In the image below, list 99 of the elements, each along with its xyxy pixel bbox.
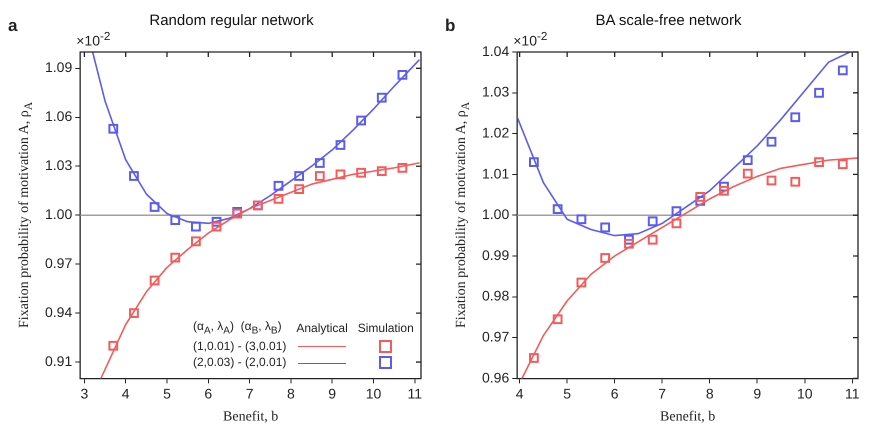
annotation: Simulation: [356, 320, 415, 338]
y-tick-label: 0.97: [482, 328, 510, 344]
point: [376, 166, 387, 176]
point: [356, 168, 366, 178]
text: ×10$^{-2}$: [76, 30, 110, 49]
x-tick-label: 7: [658, 386, 666, 402]
point: [790, 112, 800, 122]
point: [742, 155, 753, 166]
point: [672, 218, 682, 228]
point: [191, 222, 201, 232]
x-tick-label: 10: [366, 386, 382, 402]
point: [766, 136, 776, 147]
y-tick-label: 0.94: [45, 304, 72, 320]
x-tick-label: 8: [286, 386, 295, 402]
point: [648, 216, 658, 226]
y-tick-label: 1.06: [45, 108, 72, 124]
legend-label: (2,0.03) - (2,0.01): [192, 354, 288, 370]
text: ×10$^{-2}$: [513, 30, 548, 49]
point: [314, 171, 325, 181]
y-tick-label: 1.03: [482, 84, 510, 100]
point: [336, 170, 346, 180]
point: [398, 162, 408, 173]
text: (α$_{A}$, λ$_{A}$) (α$_{B}$, λ$_{B}$): [193, 319, 282, 337]
text: a: [8, 16, 18, 36]
x-axis-title: Benefit, b: [223, 409, 278, 424]
point: [314, 158, 325, 168]
chart-title: BA scale-free network: [596, 12, 742, 30]
y-tick-label: 0.99: [482, 246, 510, 263]
x-tick-label: 4: [122, 386, 130, 402]
point: [624, 234, 634, 245]
x-tick-label: 11: [408, 386, 422, 402]
point: [600, 222, 610, 232]
y-tick-label: 0.96: [482, 369, 510, 386]
point: [624, 238, 634, 249]
x-tick-label: 11: [845, 386, 860, 402]
point: [294, 171, 304, 181]
point: [170, 252, 180, 263]
point: [274, 194, 284, 204]
point: [552, 314, 563, 324]
point: [274, 180, 284, 191]
x-tick-label: 5: [163, 386, 172, 402]
point: [528, 157, 539, 168]
point: [672, 206, 682, 216]
x-tick-label: 7: [246, 386, 254, 402]
point: [528, 353, 539, 363]
y-tick-label: 1.01: [482, 165, 510, 182]
x-tick-label: 9: [753, 386, 762, 402]
x-axis-title: Benefit, b: [660, 409, 716, 424]
point: [150, 276, 160, 286]
x-tick-label: 3: [80, 386, 88, 402]
legend-label: (1,0.01) - (3,0.01): [192, 338, 288, 354]
point: [695, 192, 706, 202]
x-tick-label: 6: [610, 386, 619, 402]
point: [576, 214, 586, 224]
x-tick-label: 6: [204, 386, 212, 402]
point: [648, 234, 658, 245]
point: [576, 278, 586, 288]
x-tick-label: 8: [706, 386, 714, 402]
text: b: [445, 16, 456, 36]
point: [814, 157, 824, 168]
point: [719, 182, 729, 192]
point: [129, 171, 139, 181]
x-tick-label: 10: [796, 386, 813, 402]
point: [356, 116, 366, 126]
y-tick-label: 1.00: [45, 206, 72, 222]
point: [212, 216, 222, 227]
point: [170, 215, 180, 225]
point: [814, 88, 824, 98]
point: [336, 140, 346, 150]
y-tick-label: 0.91: [45, 352, 72, 369]
point: [212, 222, 222, 232]
point: [838, 65, 848, 76]
point: [600, 253, 610, 263]
point: [150, 202, 160, 212]
y-tick-label: 1.03: [45, 157, 72, 174]
point: [719, 186, 729, 196]
x-tick-label: 4: [516, 386, 524, 402]
x-tick-label: 9: [328, 386, 336, 402]
point: [552, 204, 563, 214]
point: [294, 184, 304, 194]
point: [742, 168, 753, 178]
point: [766, 176, 776, 186]
point: [790, 176, 800, 187]
chart-title: Random regular network: [149, 12, 314, 30]
point: [129, 308, 139, 318]
annotation: Analytical: [295, 320, 349, 338]
point: [376, 92, 387, 103]
point: [398, 70, 408, 80]
y-tick-label: 1.00: [482, 206, 510, 222]
y-tick-label: 0.97: [45, 255, 72, 272]
y-tick-label: 1.02: [482, 124, 510, 140]
point: [838, 159, 848, 170]
y-tick-label: 0.98: [482, 288, 510, 304]
point: [191, 236, 201, 246]
point: [108, 124, 118, 134]
point: [108, 340, 118, 351]
x-tick-label: 5: [563, 386, 572, 402]
y-tick-label: 1.04: [482, 42, 510, 59]
y-tick-label: 1.09: [45, 59, 72, 76]
